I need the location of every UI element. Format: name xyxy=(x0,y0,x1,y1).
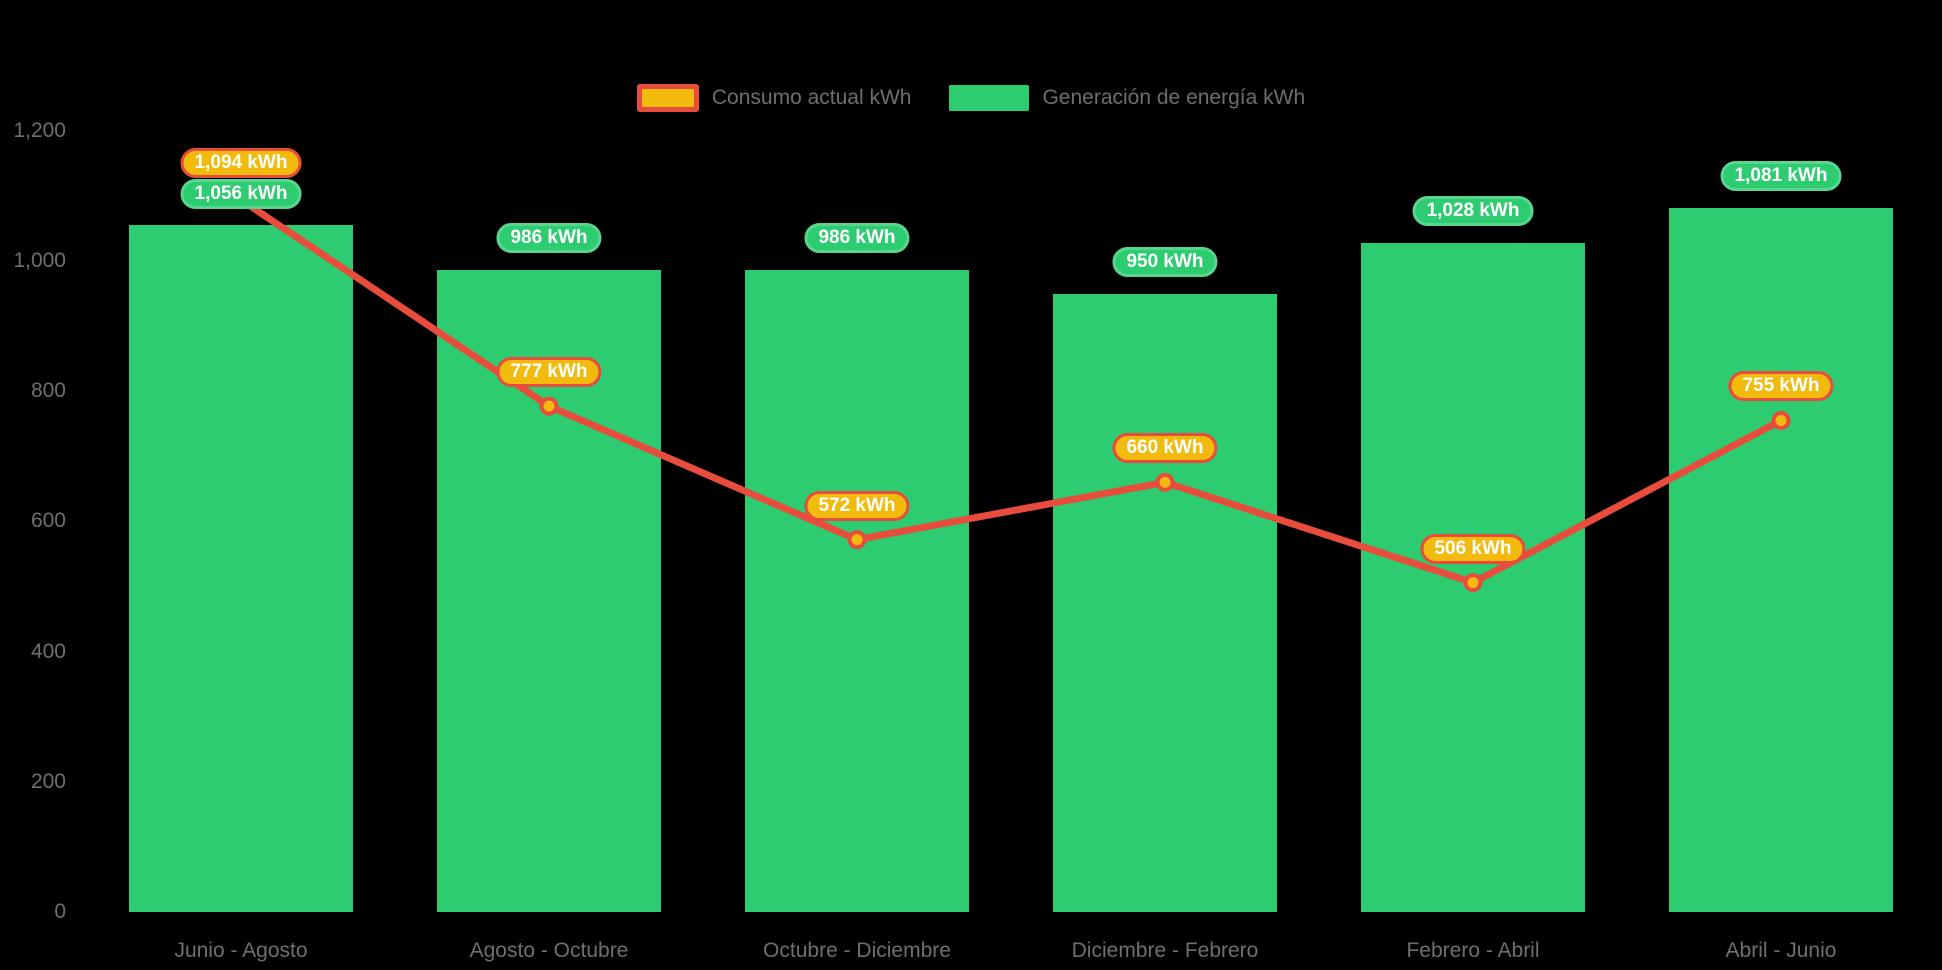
consumo-value-label: 777 kWh xyxy=(496,357,602,388)
x-axis-category-label: Febrero - Abril xyxy=(1406,939,1540,962)
consumo-legend-label: Consumo actual kWh xyxy=(711,86,912,109)
generacion-bar[interactable] xyxy=(745,270,969,912)
generacion-value-label: 986 kWh xyxy=(496,223,602,254)
x-axis-category-label: Diciembre - Febrero xyxy=(1071,939,1259,962)
consumo-value-label: 506 kWh xyxy=(1420,533,1526,564)
generacion-legend-swatch xyxy=(949,85,1030,111)
y-axis-tick-label: 400 xyxy=(30,639,66,663)
y-axis-tick-label: 200 xyxy=(30,769,66,793)
y-axis-tick-label: 0 xyxy=(54,900,66,923)
consumo-value-label: 660 kWh xyxy=(1112,433,1218,464)
consumo-value-label: 1,094 kWh xyxy=(180,147,302,178)
x-axis-category-label: Junio - Agosto xyxy=(174,939,308,962)
generacion-value-label: 1,081 kWh xyxy=(1720,161,1842,192)
x-axis-category-label: Abril - Junio xyxy=(1725,939,1837,962)
generacion-value-label: 986 kWh xyxy=(804,223,910,254)
generacion-bar[interactable] xyxy=(1669,208,1893,912)
generacion-value-label: 1,056 kWh xyxy=(180,178,302,209)
generacion-bar[interactable] xyxy=(1053,293,1277,912)
generacion-bar[interactable] xyxy=(1361,242,1585,912)
y-axis-tick-label: 1,200 xyxy=(13,118,66,142)
generacion-value-label: 1,028 kWh xyxy=(1412,195,1534,226)
x-axis-category-label: Agosto - Octubre xyxy=(469,939,629,962)
y-axis-tick-label: 800 xyxy=(30,379,66,403)
x-axis-category-label: Octubre - Diciembre xyxy=(763,939,951,962)
legend-item-consumo[interactable]: Consumo actual kWh xyxy=(636,84,912,112)
y-axis-tick-label: 600 xyxy=(30,509,66,533)
legend-item-generacion[interactable]: Generación de energía kWh xyxy=(949,85,1305,111)
y-axis-tick-label: 1,000 xyxy=(13,249,66,272)
generacion-legend-label: Generación de energía kWh xyxy=(1042,86,1306,109)
consumo-value-label: 755 kWh xyxy=(1728,371,1834,402)
consumo-legend-swatch xyxy=(636,84,699,112)
generacion-value-label: 950 kWh xyxy=(1112,246,1218,277)
consumo-value-label: 572 kWh xyxy=(804,490,910,521)
generacion-bar[interactable] xyxy=(129,224,353,912)
chart-legend: Consumo actual kWh Generación de energía… xyxy=(0,84,1942,112)
